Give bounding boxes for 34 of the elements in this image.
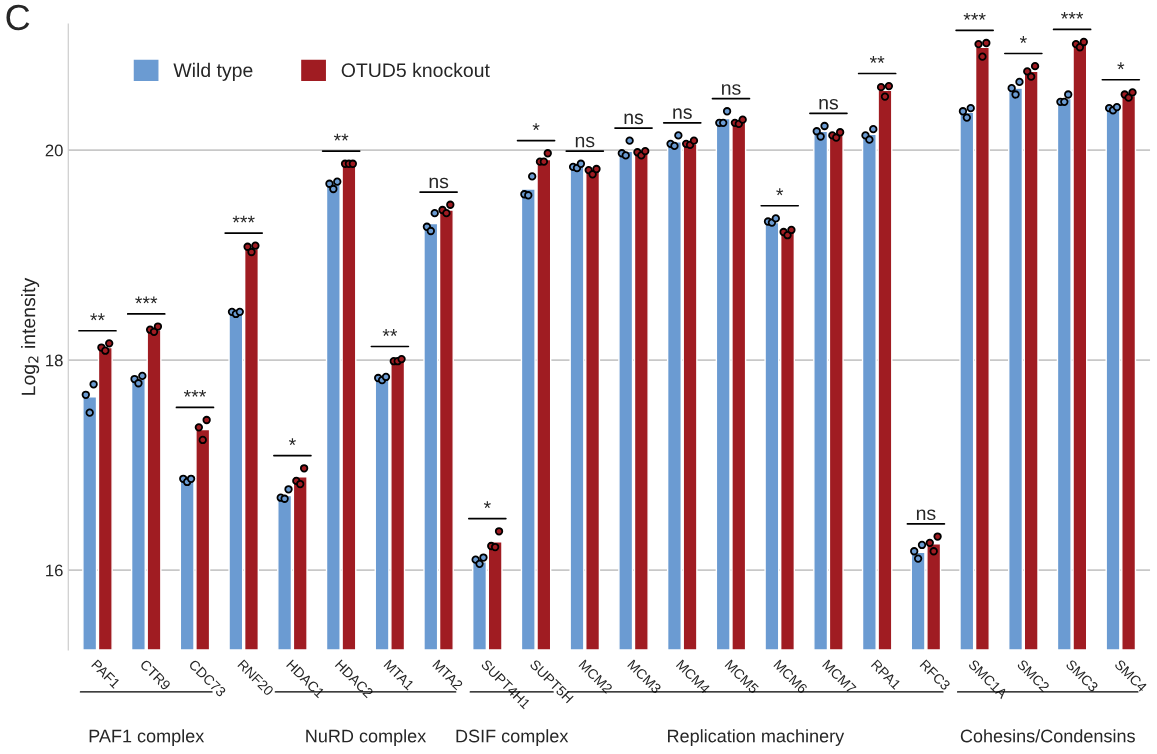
text: Cohesins/Condensins — [960, 729, 1135, 743]
annotation: * — [532, 123, 540, 131]
annotation: * — [1117, 62, 1125, 70]
annotation: ns — [575, 136, 595, 148]
annotation: ** — [333, 133, 349, 141]
annotation: ns — [624, 113, 644, 125]
y-tick-label: 16 — [46, 564, 63, 577]
annotation: ns — [916, 509, 936, 521]
text: *** — [963, 13, 986, 20]
annotation: * — [288, 438, 296, 446]
annotation: * — [776, 188, 784, 196]
y-axis-title: Log$_{2}$ intensity — [21, 277, 40, 395]
annotation: *** — [232, 215, 255, 223]
annotation: ns — [429, 177, 449, 189]
annotation: ** — [869, 56, 885, 63]
legend-label: OTUD5 knockout — [341, 62, 490, 78]
annotation: *** — [135, 296, 158, 304]
text: DSIF complex — [456, 729, 569, 746]
y-tick-label: 18 — [46, 354, 63, 367]
annotation: ns — [673, 108, 692, 119]
annotation: ** — [90, 313, 105, 321]
text: Replication machinery — [668, 729, 845, 746]
legend-label: Wild type — [173, 62, 253, 81]
text: *** — [1061, 11, 1084, 19]
annotation: * — [483, 501, 491, 509]
annotation: ns — [722, 84, 741, 95]
text: NuRD complex — [306, 729, 427, 746]
annotation: * — [1019, 36, 1027, 43]
annotation: *** — [183, 389, 207, 397]
annotation: ns — [819, 98, 839, 110]
text: PAF1 complex — [89, 729, 205, 746]
text: C — [6, 4, 30, 31]
annotation: ** — [382, 329, 398, 336]
y-tick-label: 20 — [45, 144, 63, 157]
